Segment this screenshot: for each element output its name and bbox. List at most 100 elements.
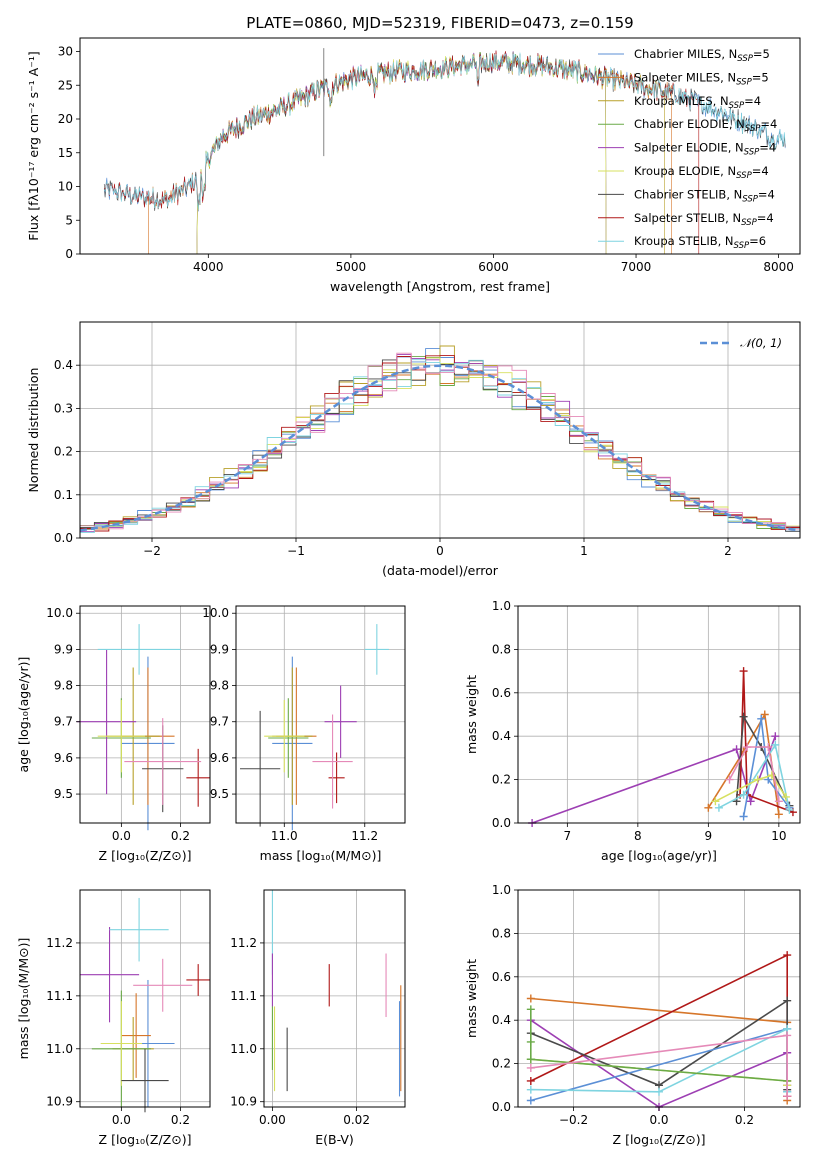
error-bar-point	[80, 927, 140, 1023]
x-tick-label: 0.0	[112, 1113, 131, 1127]
axes: 0.0 0.2 9.5 9.6 9.7 9.8 9.9 10.0 Z [log₁₀(Z/Z⊙)]…	[16, 605, 211, 863]
x-tick-label: 7000	[621, 260, 652, 274]
error-bar-point	[268, 698, 309, 778]
x-tick-label: 0.02	[343, 1113, 370, 1127]
y-tick-label: 0.2	[492, 1057, 511, 1071]
x-axis-label: (data-model)/error	[382, 563, 499, 578]
y-tick-label: 0.0	[54, 531, 73, 545]
weight-marker	[704, 803, 713, 812]
weight-marker	[783, 1092, 792, 1101]
error-bar-point	[133, 958, 193, 1012]
y-tick-label: 0.2	[54, 445, 73, 459]
y-tick-label: 9.7	[210, 715, 229, 729]
weight-marker	[760, 710, 769, 719]
y-tick-label: 11.0	[230, 1042, 257, 1056]
y-tick-label: 9.9	[210, 642, 229, 656]
y-axis-label: mass weight	[464, 959, 479, 1038]
panel-6: 0.00 0.02 10.9 11.0 11.1 11.2 E(B-V)	[230, 889, 406, 1147]
x-tick-label: −0.2	[559, 1113, 588, 1127]
panel-0: 4000 5000 6000 7000 8000 0 5 10 15 20 25 30 waveleng…	[26, 37, 801, 294]
x-tick-label: 1	[580, 544, 588, 558]
y-tick-label: 0.2	[492, 773, 511, 787]
weight-marker	[774, 810, 783, 819]
y-tick-label: 0.6	[492, 686, 511, 700]
y-axis-label: mass weight	[464, 675, 479, 754]
plot-area	[80, 897, 210, 1113]
y-tick-label: 11.2	[230, 936, 257, 950]
y-axis-label: Normed distribution	[26, 368, 41, 493]
weight-marker	[783, 996, 792, 1005]
weight-marker	[526, 1005, 535, 1014]
axes-frame	[79, 37, 801, 255]
x-tick-label: 5000	[336, 260, 367, 274]
figure-title: PLATE=0860, MJD=52319, FIBERID=0473, z=0…	[246, 14, 633, 32]
weight-marker	[739, 790, 748, 799]
x-axis-label: Z [log₁₀(Z/Z⊙)]	[613, 1132, 706, 1147]
y-tick-label: 9.6	[54, 751, 73, 765]
panel-2: 0.0 0.2 9.5 9.6 9.7 9.8 9.9 10.0 Z [log₁₀(Z/Z⊙)]…	[16, 605, 211, 863]
weight-marker	[526, 1063, 535, 1072]
weight-marker	[783, 1031, 792, 1040]
x-axis-label: E(B-V)	[315, 1132, 354, 1147]
x-axis-label: age [log₁₀(age/yr)]	[601, 848, 717, 863]
x-tick-label: 6000	[478, 260, 509, 274]
axes-frame	[235, 605, 406, 824]
x-tick-label: 0.0	[649, 1113, 668, 1127]
y-tick-label: 0.0	[492, 816, 511, 830]
y-tick-label: 15	[58, 146, 73, 160]
y-tick-label: 10.9	[46, 1095, 73, 1109]
plot-area	[240, 624, 389, 831]
error-bar-point	[324, 685, 357, 758]
weight-series-line	[728, 746, 780, 802]
y-tick-label: 5	[65, 213, 73, 227]
weight-marker	[526, 1055, 535, 1064]
y-tick-label: 9.6	[210, 751, 229, 765]
weight-series	[526, 1031, 792, 1101]
error-bar-point	[77, 649, 137, 795]
error-bar-point	[97, 624, 181, 675]
weight-marker	[526, 1096, 535, 1105]
spectrum-series-line	[103, 52, 786, 210]
weight-series	[528, 732, 780, 827]
weight-marker	[753, 775, 762, 784]
y-tick-label: 0.1	[54, 488, 73, 502]
x-axis-label: mass [log₁₀(M/M⊙)]	[260, 848, 382, 863]
axes-frame	[263, 889, 406, 1108]
y-tick-label: 10.0	[202, 606, 229, 620]
weight-marker	[785, 805, 794, 814]
x-tick-label: 0.2	[735, 1113, 754, 1127]
plot-area	[77, 624, 210, 831]
y-tick-label: 10	[58, 180, 73, 194]
x-axis-label: Z [log₁₀(Z/Z⊙)]	[99, 848, 192, 863]
error-bar-point	[121, 1048, 169, 1113]
error-bar-point	[121, 993, 151, 1078]
error-bar-point	[186, 748, 210, 807]
panel-1: −2 −1 0 1 2 0.0 0.1 0.2 0.3 0.4 (data-model)/error…	[26, 321, 801, 578]
y-tick-label: 11.1	[230, 989, 257, 1003]
weight-marker	[746, 797, 755, 806]
plot-area	[103, 48, 786, 255]
x-tick-label: 0.0	[112, 829, 131, 843]
panel-5: 0.0 0.2 10.9 11.0 11.1 11.2 Z [log₁₀(Z/Z⊙)] mas…	[16, 889, 211, 1147]
y-tick-label: 11.1	[46, 989, 73, 1003]
weight-series-line	[742, 718, 791, 817]
weight-marker	[774, 797, 783, 806]
y-tick-label: 9.8	[54, 679, 73, 693]
legend-entry: Kroupa STELIB, NSSP=6	[634, 234, 766, 251]
x-tick-label: 0.2	[171, 829, 190, 843]
x-tick-label: 11.2	[351, 829, 378, 843]
x-axis-label: wavelength [Angstrom, rest frame]	[330, 279, 550, 294]
error-bar-point	[328, 752, 345, 804]
gaussian-curve	[79, 364, 801, 532]
x-tick-label: 0	[436, 544, 444, 558]
x-tick-label: 0.2	[171, 1113, 190, 1127]
y-tick-label: 0.8	[492, 642, 511, 656]
plot-area	[526, 951, 792, 1111]
axes: 0.0 0.2 10.9 11.0 11.1 11.2 Z [log₁₀(Z/Z⊙)] mas…	[16, 889, 211, 1147]
y-axis-label: mass [log₁₀(M/M⊙)]	[16, 938, 31, 1060]
x-tick-label: 7	[564, 829, 572, 843]
error-bar-point	[264, 700, 305, 773]
weight-marker	[526, 994, 535, 1003]
y-tick-label: 9.5	[210, 787, 229, 801]
